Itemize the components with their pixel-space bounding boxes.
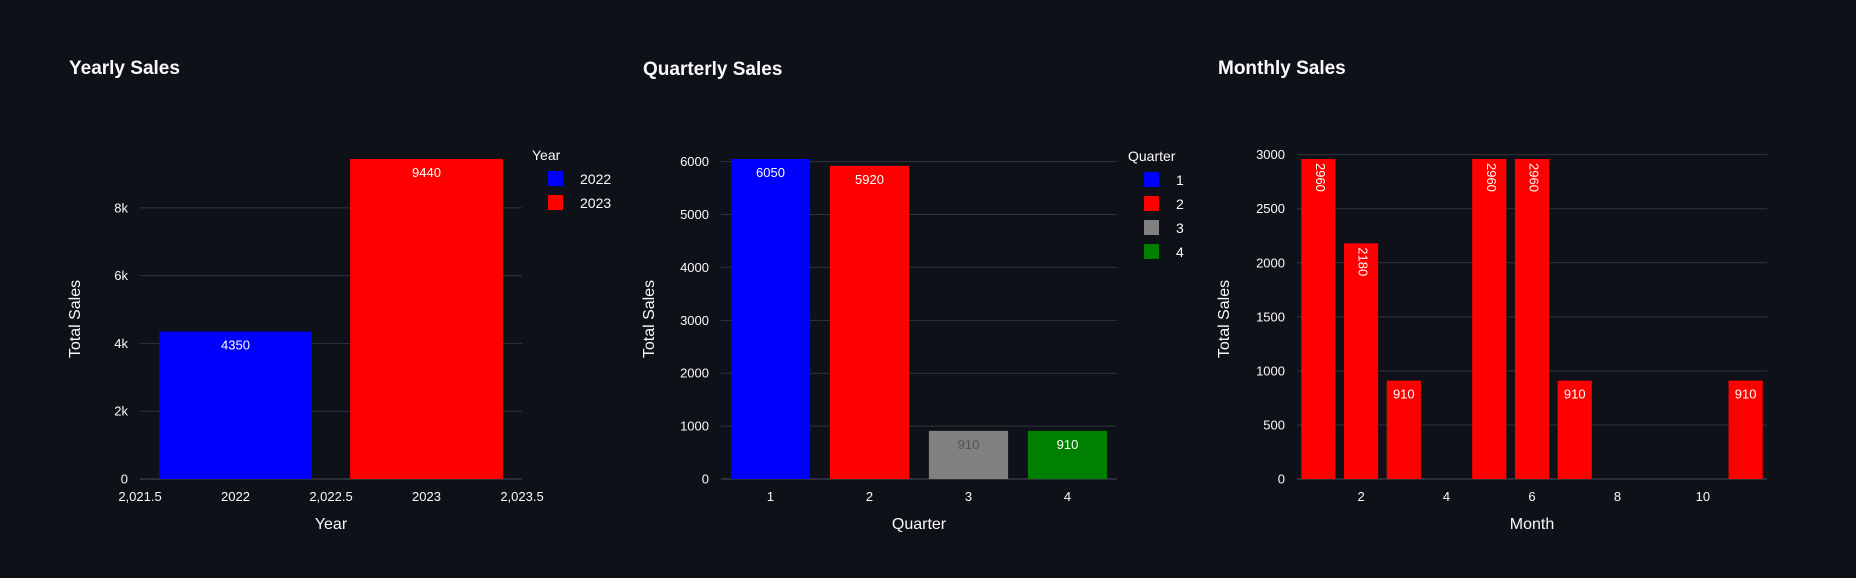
y-tick-label: 2500 <box>1256 201 1285 216</box>
bar-value-label: 5920 <box>855 172 884 187</box>
y-tick-label: 2k <box>114 404 128 419</box>
legend-swatch <box>548 195 563 210</box>
y-tick-label: 3000 <box>680 313 709 328</box>
bar <box>1344 243 1379 479</box>
x-tick-label: 10 <box>1696 489 1710 504</box>
bar <box>928 430 1009 479</box>
bar <box>1472 159 1507 479</box>
bar <box>1557 380 1592 479</box>
legend-swatch <box>548 171 563 186</box>
quarterly-sales-chart: 0 1000 2000 3000 4000 5000 6000 1 2 3 4 6050 5920 910… <box>641 148 1184 533</box>
bar-value-label: 910 <box>958 437 980 452</box>
legend-label: 4 <box>1176 244 1184 260</box>
quarterly-sales-panel: Quarterly Sales 0 1000 2000 3000 4000 5000 600… <box>574 0 1194 578</box>
bar-value-label: 6050 <box>756 165 785 180</box>
x-tick-label: 2023 <box>412 489 441 504</box>
y-tick-label: 0 <box>702 472 709 487</box>
yearly-sales-chart: 0 2k 4k 6k 8k 2,021.5 2022 2,022.5 2023 2,023.5 43… <box>67 147 611 533</box>
y-axis-title: Total Sales <box>641 280 658 358</box>
chart-title: Yearly Sales <box>69 58 180 79</box>
x-tick-label: 2 <box>1357 489 1364 504</box>
y-axis-title: Total Sales <box>1216 280 1233 358</box>
y-tick-label: 0 <box>1278 472 1285 487</box>
x-tick-label: 6 <box>1528 489 1535 504</box>
y-tick-label: 4000 <box>680 260 709 275</box>
x-tick-label: 8 <box>1614 489 1621 504</box>
x-tick-label: 2,023.5 <box>500 489 543 504</box>
x-tick-label: 2,022.5 <box>309 489 352 504</box>
y-tick-label: 6000 <box>680 154 709 169</box>
yearly-sales-panel: Yearly Sales 0 2k 4k 6k 8k 2,021.5 2022 2,022.5… <box>0 0 620 578</box>
bar-value-label: 910 <box>1057 437 1079 452</box>
x-axis-title: Quarter <box>892 516 947 533</box>
bar-value-label: 2960 <box>1313 163 1328 192</box>
legend: Year 2022 2023 <box>532 147 611 211</box>
y-tick-label: 1000 <box>680 419 709 434</box>
monthly-sales-chart: 0 500 1000 1500 2000 2500 3000 2 4 6 8 10 2960 2180 91… <box>1216 147 1767 533</box>
bar <box>829 165 910 479</box>
bar <box>350 159 503 479</box>
legend-label: 1 <box>1176 172 1184 188</box>
bar <box>1027 430 1108 479</box>
y-tick-label: 4k <box>114 336 128 351</box>
bar-value-label: 9440 <box>412 165 441 180</box>
x-tick-label: 4 <box>1443 489 1450 504</box>
y-tick-label: 3000 <box>1256 147 1285 162</box>
y-tick-label: 2000 <box>1256 255 1285 270</box>
y-tick-label: 5000 <box>680 207 709 222</box>
bar <box>1514 159 1550 479</box>
x-tick-label: 2022 <box>221 489 250 504</box>
legend-swatch <box>1144 172 1159 187</box>
legend-swatch <box>1144 220 1159 235</box>
y-tick-label: 6k <box>114 268 128 283</box>
legend-label: 2022 <box>580 171 611 187</box>
x-axis-title: Year <box>315 516 348 533</box>
x-axis-title: Month <box>1510 516 1554 533</box>
y-tick-label: 1500 <box>1256 309 1285 324</box>
bar <box>159 331 312 479</box>
bar <box>1386 380 1421 479</box>
bar <box>730 159 811 479</box>
legend-swatch <box>1144 196 1159 211</box>
y-tick-label: 8k <box>114 200 128 215</box>
bar-value-label: 910 <box>1735 387 1757 402</box>
bar-value-label: 2960 <box>1527 163 1542 192</box>
legend-label: 2 <box>1176 196 1184 212</box>
bar-value-label: 2180 <box>1356 247 1371 276</box>
x-tick-label: 1 <box>767 489 774 504</box>
y-axis-title: Total Sales <box>67 280 84 358</box>
chart-title: Quarterly Sales <box>643 59 783 80</box>
y-tick-label: 1000 <box>1256 363 1285 378</box>
x-tick-label: 3 <box>965 489 972 504</box>
legend-swatch <box>1144 244 1159 259</box>
legend-label: 2023 <box>580 195 611 211</box>
bar-value-label: 910 <box>1564 387 1586 402</box>
legend-title: Year <box>532 147 561 163</box>
bar-value-label: 2960 <box>1484 163 1499 192</box>
legend-label: 3 <box>1176 220 1184 236</box>
bar <box>1301 159 1336 479</box>
y-tick-label: 0 <box>121 472 128 487</box>
x-tick-label: 4 <box>1064 489 1071 504</box>
x-tick-label: 2 <box>866 489 873 504</box>
y-tick-label: 2000 <box>680 366 709 381</box>
monthly-sales-panel: Monthly Sales 0 500 1000 1500 2000 2500 3000 2 4… <box>1149 0 1769 578</box>
bar-value-label: 4350 <box>221 338 250 353</box>
chart-title: Monthly Sales <box>1218 58 1346 79</box>
bar-value-label: 910 <box>1393 387 1415 402</box>
bar <box>1728 380 1763 479</box>
y-tick-label: 500 <box>1263 417 1285 432</box>
legend-title: Quarter <box>1128 148 1176 164</box>
x-tick-label: 2,021.5 <box>118 489 161 504</box>
